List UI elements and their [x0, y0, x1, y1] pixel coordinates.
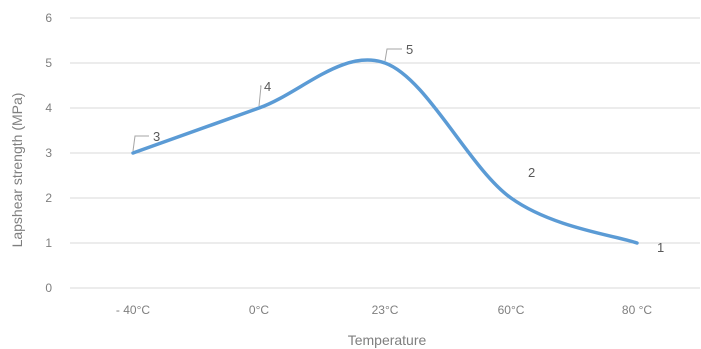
data-label: 1 — [657, 240, 664, 255]
series-line — [131, 58, 639, 245]
x-tick-label: 23°C — [372, 303, 399, 317]
data-point-2 — [383, 61, 387, 65]
data-label: 5 — [406, 42, 413, 57]
y-tick-label: 5 — [45, 56, 52, 70]
data-label-leader — [132, 135, 149, 152]
x-axis-title: Temperature — [348, 332, 427, 348]
data-label: 2 — [528, 165, 535, 180]
data-label-leader — [384, 48, 402, 62]
x-tick-label: 60°C — [498, 303, 525, 317]
y-tick-label: 6 — [45, 11, 52, 25]
data-point-0 — [131, 151, 135, 155]
data-label: 4 — [264, 79, 271, 94]
data-point-3 — [509, 196, 513, 200]
series-layer — [131, 58, 639, 245]
y-tick-label: 1 — [45, 236, 52, 250]
data-labels: 3 4 5 2 1 — [132, 42, 664, 255]
y-axis-tick-labels: 0 1 2 3 4 5 6 — [45, 11, 52, 295]
x-tick-label: 80 °C — [622, 303, 652, 317]
y-tick-label: 3 — [45, 146, 52, 160]
data-point-4 — [635, 241, 639, 245]
data-label: 3 — [153, 129, 160, 144]
y-axis-title: Lapshear strength (MPa) — [9, 93, 25, 248]
y-tick-label: 4 — [45, 101, 52, 115]
y-tick-label: 2 — [45, 191, 52, 205]
data-point-1 — [257, 106, 261, 110]
x-tick-label: 0°C — [249, 303, 269, 317]
x-tick-label: - 40°C — [116, 303, 150, 317]
data-label-leader — [258, 85, 262, 107]
y-tick-label: 0 — [45, 281, 52, 295]
x-axis-tick-labels: - 40°C 0°C 23°C 60°C 80 °C — [116, 303, 652, 317]
